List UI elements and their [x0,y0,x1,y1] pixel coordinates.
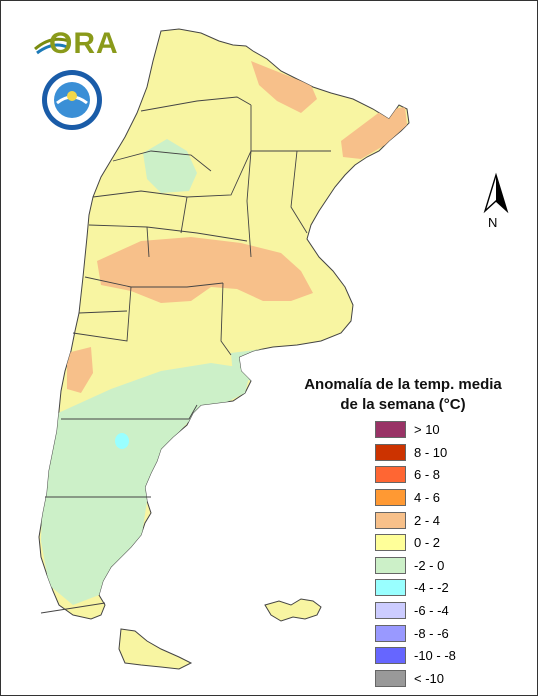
province-border [112,150,212,172]
legend-label: -2 - 0 [414,557,445,573]
legend-swatch [375,534,406,552]
legend-title-line2: de la semana (°C) [340,396,466,413]
legend-swatch [375,443,406,461]
province-border [72,286,132,342]
province-border [246,105,252,258]
legend-swatch [375,511,406,529]
legend-swatch [375,624,406,642]
province-border [290,150,308,234]
legend-label: -6 - -4 [414,603,449,619]
legend-item: -6 - -4 [375,600,456,621]
smn-seal-logo [41,69,103,131]
warm-anomaly-misiones [341,107,407,159]
legend-title: Anomalía de la temp. media de la semana … [293,375,513,415]
legend-label: -8 - -6 [414,625,449,641]
province-border [40,602,106,614]
cool-anomaly-patagonia [41,363,251,605]
legend-item: 2 - 4 [375,510,456,531]
legend-swatch [375,556,406,574]
legend-item: 0 - 2 [375,532,456,553]
legend: > 10 8 - 10 6 - 8 4 - 6 2 - 4 0 - 2 -2 - 0 -4 -… [375,419,456,691]
warm-anomaly-center [97,237,313,303]
province-border [140,96,252,112]
cool-anomaly-tucuman [143,139,197,193]
legend-label: < -10 [414,671,444,687]
legend-label: 2 - 4 [414,512,441,528]
province-border [180,196,188,234]
legend-item: > 10 [375,419,456,440]
legend-item: -4 - -2 [375,577,456,598]
warm-anomaly-west [67,347,93,393]
legend-label: 8 - 10 [414,444,448,460]
legend-label: 4 - 6 [414,489,441,505]
malvinas-islands [264,598,322,622]
tierra-del-fuego [118,628,193,670]
ora-logo: ORA [49,27,119,60]
legend-item: 6 - 8 [375,464,456,485]
warm-anomaly-north [251,61,317,113]
legend-swatch [375,670,406,688]
legend-label: -10 - -8 [414,648,456,664]
legend-item: < -10 [375,668,456,689]
legend-swatch [375,579,406,597]
province-border [78,310,128,314]
cold-anomaly-spot [115,433,129,449]
legend-item: -8 - -6 [375,623,456,644]
legend-item: 4 - 6 [375,487,456,508]
legend-label: 0 - 2 [414,535,441,551]
province-border [220,282,232,356]
north-arrow-icon [479,171,513,233]
legend-item: -10 - -8 [375,645,456,666]
legend-title-line1: Anomalía de la temp. media [304,376,502,393]
legend-swatch [375,466,406,484]
legend-label: -4 - -2 [414,580,449,596]
legend-swatch [375,421,406,438]
province-border [61,404,198,420]
legend-item: 8 - 10 [375,442,456,463]
legend-swatch [375,647,406,665]
legend-label: > 10 [414,422,440,437]
legend-item: -2 - 0 [375,555,456,576]
legend-label: 6 - 8 [414,467,441,483]
legend-swatch [375,602,406,620]
province-border [88,224,248,242]
legend-swatch [375,488,406,506]
province-border [146,226,150,258]
logo-swoosh-icon [33,31,71,55]
province-border [84,276,224,288]
north-label: N [488,215,498,230]
